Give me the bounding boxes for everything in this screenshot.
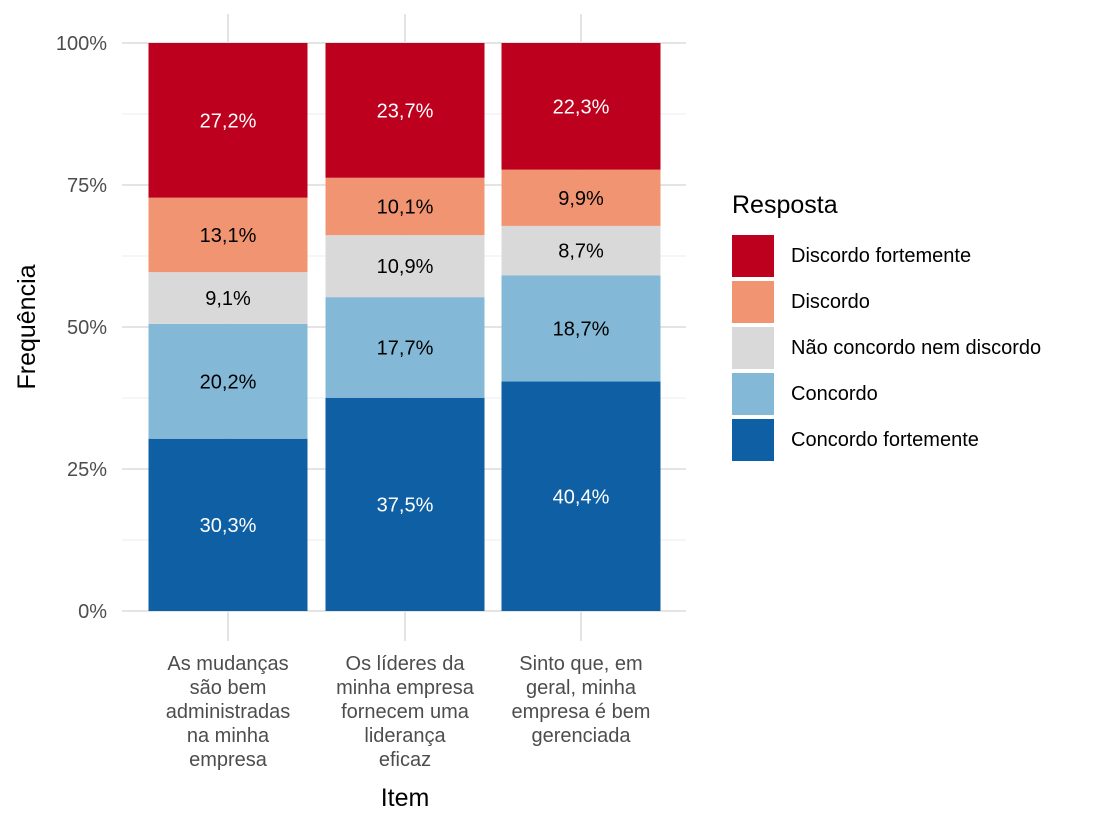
legend-key bbox=[732, 373, 774, 415]
data-label: 40,4% bbox=[553, 486, 610, 508]
data-label: 13,1% bbox=[200, 225, 257, 247]
data-label: 27,2% bbox=[200, 110, 257, 132]
legend-key bbox=[732, 281, 774, 323]
x-tick-label: Sinto que, em geral, minha empresa é bem ge… bbox=[512, 653, 651, 747]
data-label: 10,1% bbox=[377, 196, 434, 218]
legend-label: Concordo bbox=[791, 382, 878, 405]
bar-segment bbox=[148, 323, 308, 439]
data-label: 18,7% bbox=[553, 318, 610, 340]
bar-segment bbox=[325, 43, 485, 178]
legend-key bbox=[732, 327, 774, 369]
x-axis-title: Item bbox=[381, 784, 430, 812]
legend-title: Resposta bbox=[732, 191, 838, 219]
data-label: 23,7% bbox=[377, 100, 434, 122]
bar-segment bbox=[501, 275, 661, 382]
bar-segment bbox=[325, 235, 485, 298]
legend-key bbox=[732, 419, 774, 461]
y-tick-label: 50% bbox=[67, 317, 107, 339]
legend-label: Discordo bbox=[791, 290, 870, 313]
bar-segment bbox=[148, 197, 308, 273]
data-label: 22,3% bbox=[553, 96, 610, 118]
legend-items: Discordo fortemente Discordo Não concordo … bbox=[732, 234, 1041, 462]
bar-segment bbox=[501, 381, 661, 611]
bar-segment bbox=[148, 438, 308, 611]
legend-item: Concordo bbox=[732, 372, 1041, 416]
x-tick-label: As mudanças são bem administradas na minha e… bbox=[166, 653, 291, 771]
legend-item: Não concordo nem discordo bbox=[732, 326, 1041, 370]
legend-label: Discordo fortemente bbox=[791, 244, 972, 267]
y-axis-title: Frequência bbox=[13, 264, 41, 389]
bar-segment bbox=[325, 177, 485, 236]
bars bbox=[148, 43, 661, 611]
legend-item: Concordo fortemente bbox=[732, 418, 1041, 462]
data-label: 20,2% bbox=[200, 371, 257, 393]
y-tick-label: 0% bbox=[78, 601, 107, 623]
bar-segment bbox=[501, 169, 661, 226]
data-label: 37,5% bbox=[377, 494, 434, 516]
y-tick-label: 100% bbox=[56, 33, 107, 55]
data-labels: 30,3% 20,2% 9,1% 13,1% 27,2% 37,5% 17,7% 10,9% 1… bbox=[200, 96, 610, 537]
bar-segment bbox=[501, 43, 661, 170]
legend-key bbox=[732, 235, 774, 277]
bar-segment bbox=[325, 397, 485, 611]
bar-segment bbox=[148, 272, 308, 324]
legend-item: Discordo fortemente bbox=[732, 234, 1041, 278]
y-tick-label: 25% bbox=[67, 459, 107, 481]
legend: Resposta Discordo fortemente Discordo Não … bbox=[732, 190, 1041, 464]
y-tick-label: 75% bbox=[67, 175, 107, 197]
bar-segment bbox=[501, 225, 661, 276]
data-label: 8,7% bbox=[558, 241, 604, 263]
x-axis-ticks: As mudanças são bem administradas na minha e… bbox=[166, 653, 651, 771]
x-tick-label: Os líderes da minha empresa fornecem uma li… bbox=[336, 653, 475, 771]
legend-item: Discordo bbox=[732, 280, 1041, 324]
bar-segment bbox=[148, 43, 308, 198]
data-label: 17,7% bbox=[377, 337, 434, 359]
legend-label: Concordo fortemente bbox=[791, 428, 979, 451]
data-label: 30,3% bbox=[200, 515, 257, 537]
stacked-bar-chart: 30,3% 20,2% 9,1% 13,1% 27,2% 37,5% 17,7% 10,9% 1… bbox=[13, 14, 686, 812]
data-label: 9,9% bbox=[558, 188, 604, 210]
y-axis-ticks: 0% 25% 50% 75% 100% bbox=[56, 33, 107, 623]
legend-label: Não concordo nem discordo bbox=[791, 336, 1042, 359]
data-label: 10,9% bbox=[377, 256, 434, 278]
data-label: 9,1% bbox=[205, 288, 251, 310]
bar-segment bbox=[325, 297, 485, 398]
